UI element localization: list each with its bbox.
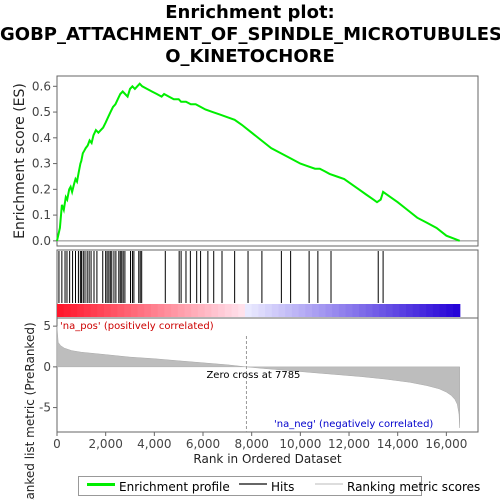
colorbar-segment-4 [84,304,91,317]
colorbar-segment-12 [138,304,145,317]
colorbar-segment-25 [225,304,232,317]
colorbar-segment-26 [232,304,239,317]
legend-hits-label: Hits [271,480,294,494]
colorbar-segment-15 [158,304,165,317]
hits-panel [57,250,478,318]
zero-cross-label: Zero cross at 7785 [206,370,300,381]
es-ytick-label-0: 0.0 [32,234,51,248]
rank-ytick-label-2: 5 [43,319,51,333]
colorbar-segment-32 [272,304,279,317]
colorbar-segment-1 [64,304,71,317]
colorbar-segment-8 [111,304,118,317]
colorbar-segment-0 [57,304,64,317]
colorbar-segment-23 [211,304,218,317]
colorbar-segment-22 [205,304,212,317]
colorbar-segment-41 [332,304,339,317]
rank-xtick-label-4: 8,000 [235,437,269,451]
colorbar-segment-56 [433,304,440,317]
colorbar-segment-16 [164,304,171,317]
rank-xtick-label-8: 16,000 [425,437,467,451]
es-ytick-label-6: 0.6 [32,79,51,93]
colorbar-segment-59 [453,304,460,317]
colorbar-segment-9 [117,304,124,317]
colorbar-segment-35 [292,304,299,317]
colorbar-segment-53 [413,304,420,317]
colorbar-segment-48 [379,304,386,317]
colorbar-segment-52 [406,304,413,317]
colorbar-segment-24 [218,304,225,317]
colorbar-segment-27 [238,304,245,317]
colorbar-segment-28 [245,304,252,317]
rank-xtick-label-7: 14,000 [377,437,419,451]
colorbar-segment-45 [359,304,366,317]
colorbar-segment-17 [171,304,178,317]
legend: Enrichment profile Hits Ranking metric s… [78,476,422,496]
colorbar-segment-46 [366,304,373,317]
colorbar-segment-55 [426,304,433,317]
colorbar-segment-51 [399,304,406,317]
colorbar-segment-6 [97,304,104,317]
colorbar-segment-58 [446,304,453,317]
rank-panel: -5 0 5 0 2,000 4,000 6,000 8,000 10,000 12,000 14,… [23,318,478,500]
colorbar-segment-39 [319,304,326,317]
colorbar-segment-7 [104,304,111,317]
positive-correlation-label: 'na_pos' (positively correlated) [60,321,214,332]
legend-ranking-label: Ranking metric scores [347,480,480,494]
colorbar-segment-40 [325,304,332,317]
colorbar-segment-10 [124,304,131,317]
legend-ranking-swatch [315,483,343,485]
rank-xtick-label-2: 4,000 [137,437,171,451]
colorbar-segment-5 [91,304,98,317]
negative-correlation-label: 'na_neg' (negatively correlated) [274,419,433,430]
colorbar-segment-44 [352,304,359,317]
colorbar-segment-3 [77,304,84,317]
colorbar-segment-21 [198,304,205,317]
colorbar-segment-18 [178,304,185,317]
rank-ytick-label-0: -5 [39,401,51,415]
rank-xtick-label-3: 6,000 [186,437,220,451]
colorbar-segment-13 [144,304,151,317]
colorbar-segment-49 [386,304,393,317]
rank-xtick-label-6: 12,000 [328,437,370,451]
es-panel: 0.0 0.1 0.2 0.3 0.4 0.5 0.6 Enrichment score (E… [12,76,478,248]
rank-ytick-label-1: 0 [43,360,51,374]
colorbar-segment-43 [346,304,353,317]
colorbar-segment-20 [191,304,198,317]
rank-xtick-label-1: 2,000 [88,437,122,451]
colorbar-segment-29 [252,304,259,317]
colorbar-segment-19 [185,304,192,317]
rank-ylabel: Ranked list metric (PreRanked) [23,322,37,500]
rank-xtick-label-5: 10,000 [279,437,321,451]
colorbar-segment-54 [419,304,426,317]
es-ytick-label-2: 0.2 [32,182,51,196]
colorbar-segment-11 [131,304,138,317]
colorbar-segment-37 [305,304,312,317]
colorbar-segment-42 [339,304,346,317]
colorbar-segment-2 [70,304,77,317]
es-plot-frame [57,76,478,246]
legend-enrichment-label: Enrichment profile [119,480,230,494]
es-ytick-label-4: 0.4 [32,131,51,145]
es-ytick-label-1: 0.1 [32,208,51,222]
es-ytick-label-3: 0.3 [32,157,51,171]
rank-xtick-label-0: 0 [53,437,61,451]
es-ylabel: Enrichment score (ES) [12,83,28,239]
rank-xlabel: Rank in Ordered Dataset [193,452,341,466]
colorbar-segment-50 [393,304,400,317]
colorbar-segment-47 [372,304,379,317]
colorbar-segment-31 [265,304,272,317]
es-ytick-label-5: 0.5 [32,105,51,119]
colorbar-segment-14 [151,304,158,317]
colorbar-segment-38 [312,304,319,317]
colorbar-segment-57 [440,304,447,317]
colorbar-segment-33 [279,304,286,317]
legend-enrichment-swatch [87,483,115,486]
colorbar-segment-36 [299,304,306,317]
colorbar-segment-34 [285,304,292,317]
colorbar-segment-30 [258,304,265,317]
legend-hits-swatch [239,483,267,485]
